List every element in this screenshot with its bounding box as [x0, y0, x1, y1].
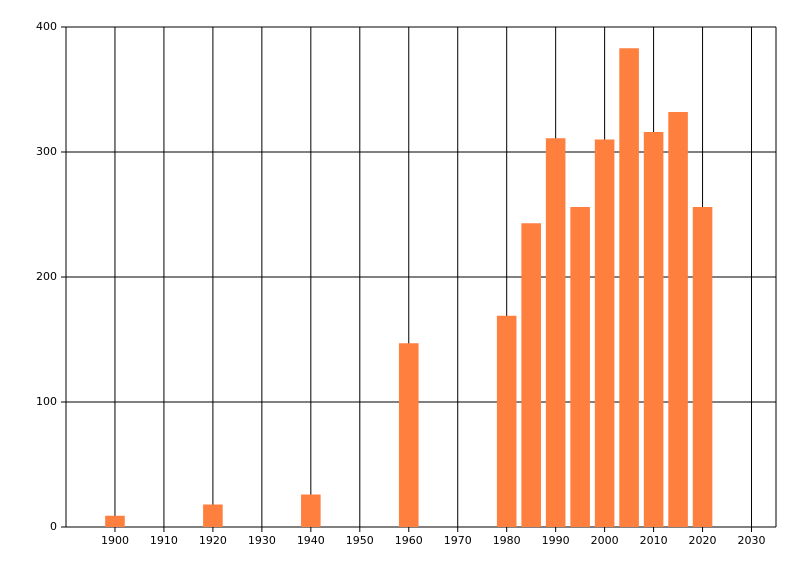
bar — [594, 139, 615, 527]
x-tick-label: 1950 — [346, 534, 374, 547]
x-tick-label: 1990 — [542, 534, 570, 547]
x-tick-label: 1960 — [395, 534, 423, 547]
x-tick-label: 2030 — [738, 534, 766, 547]
x-tick-label: 1930 — [248, 534, 276, 547]
bar — [692, 207, 713, 527]
bar — [398, 343, 419, 527]
y-tick-label: 0 — [50, 520, 57, 533]
bar — [668, 112, 688, 527]
y-tick-label: 300 — [36, 145, 57, 158]
x-tick-label: 1900 — [101, 534, 129, 547]
x-tick-label: 1910 — [150, 534, 178, 547]
x-tick-label: 1980 — [493, 534, 521, 547]
y-tick-label: 100 — [36, 395, 57, 408]
bar — [301, 494, 321, 527]
bar — [643, 132, 664, 527]
bar — [105, 515, 125, 527]
bar — [570, 207, 590, 527]
x-tick-label: 1970 — [444, 534, 472, 547]
x-tick-label: 1940 — [297, 534, 325, 547]
bar — [203, 504, 223, 527]
y-tick-label: 400 — [36, 20, 57, 33]
bar — [496, 315, 517, 527]
x-tick-label: 2000 — [591, 534, 619, 547]
bar — [619, 48, 639, 527]
y-tick-label: 200 — [36, 270, 57, 283]
bar — [521, 223, 541, 527]
x-tick-label: 2020 — [689, 534, 717, 547]
x-tick-label: 2010 — [640, 534, 668, 547]
bar — [545, 138, 566, 527]
x-tick-label: 1920 — [199, 534, 227, 547]
